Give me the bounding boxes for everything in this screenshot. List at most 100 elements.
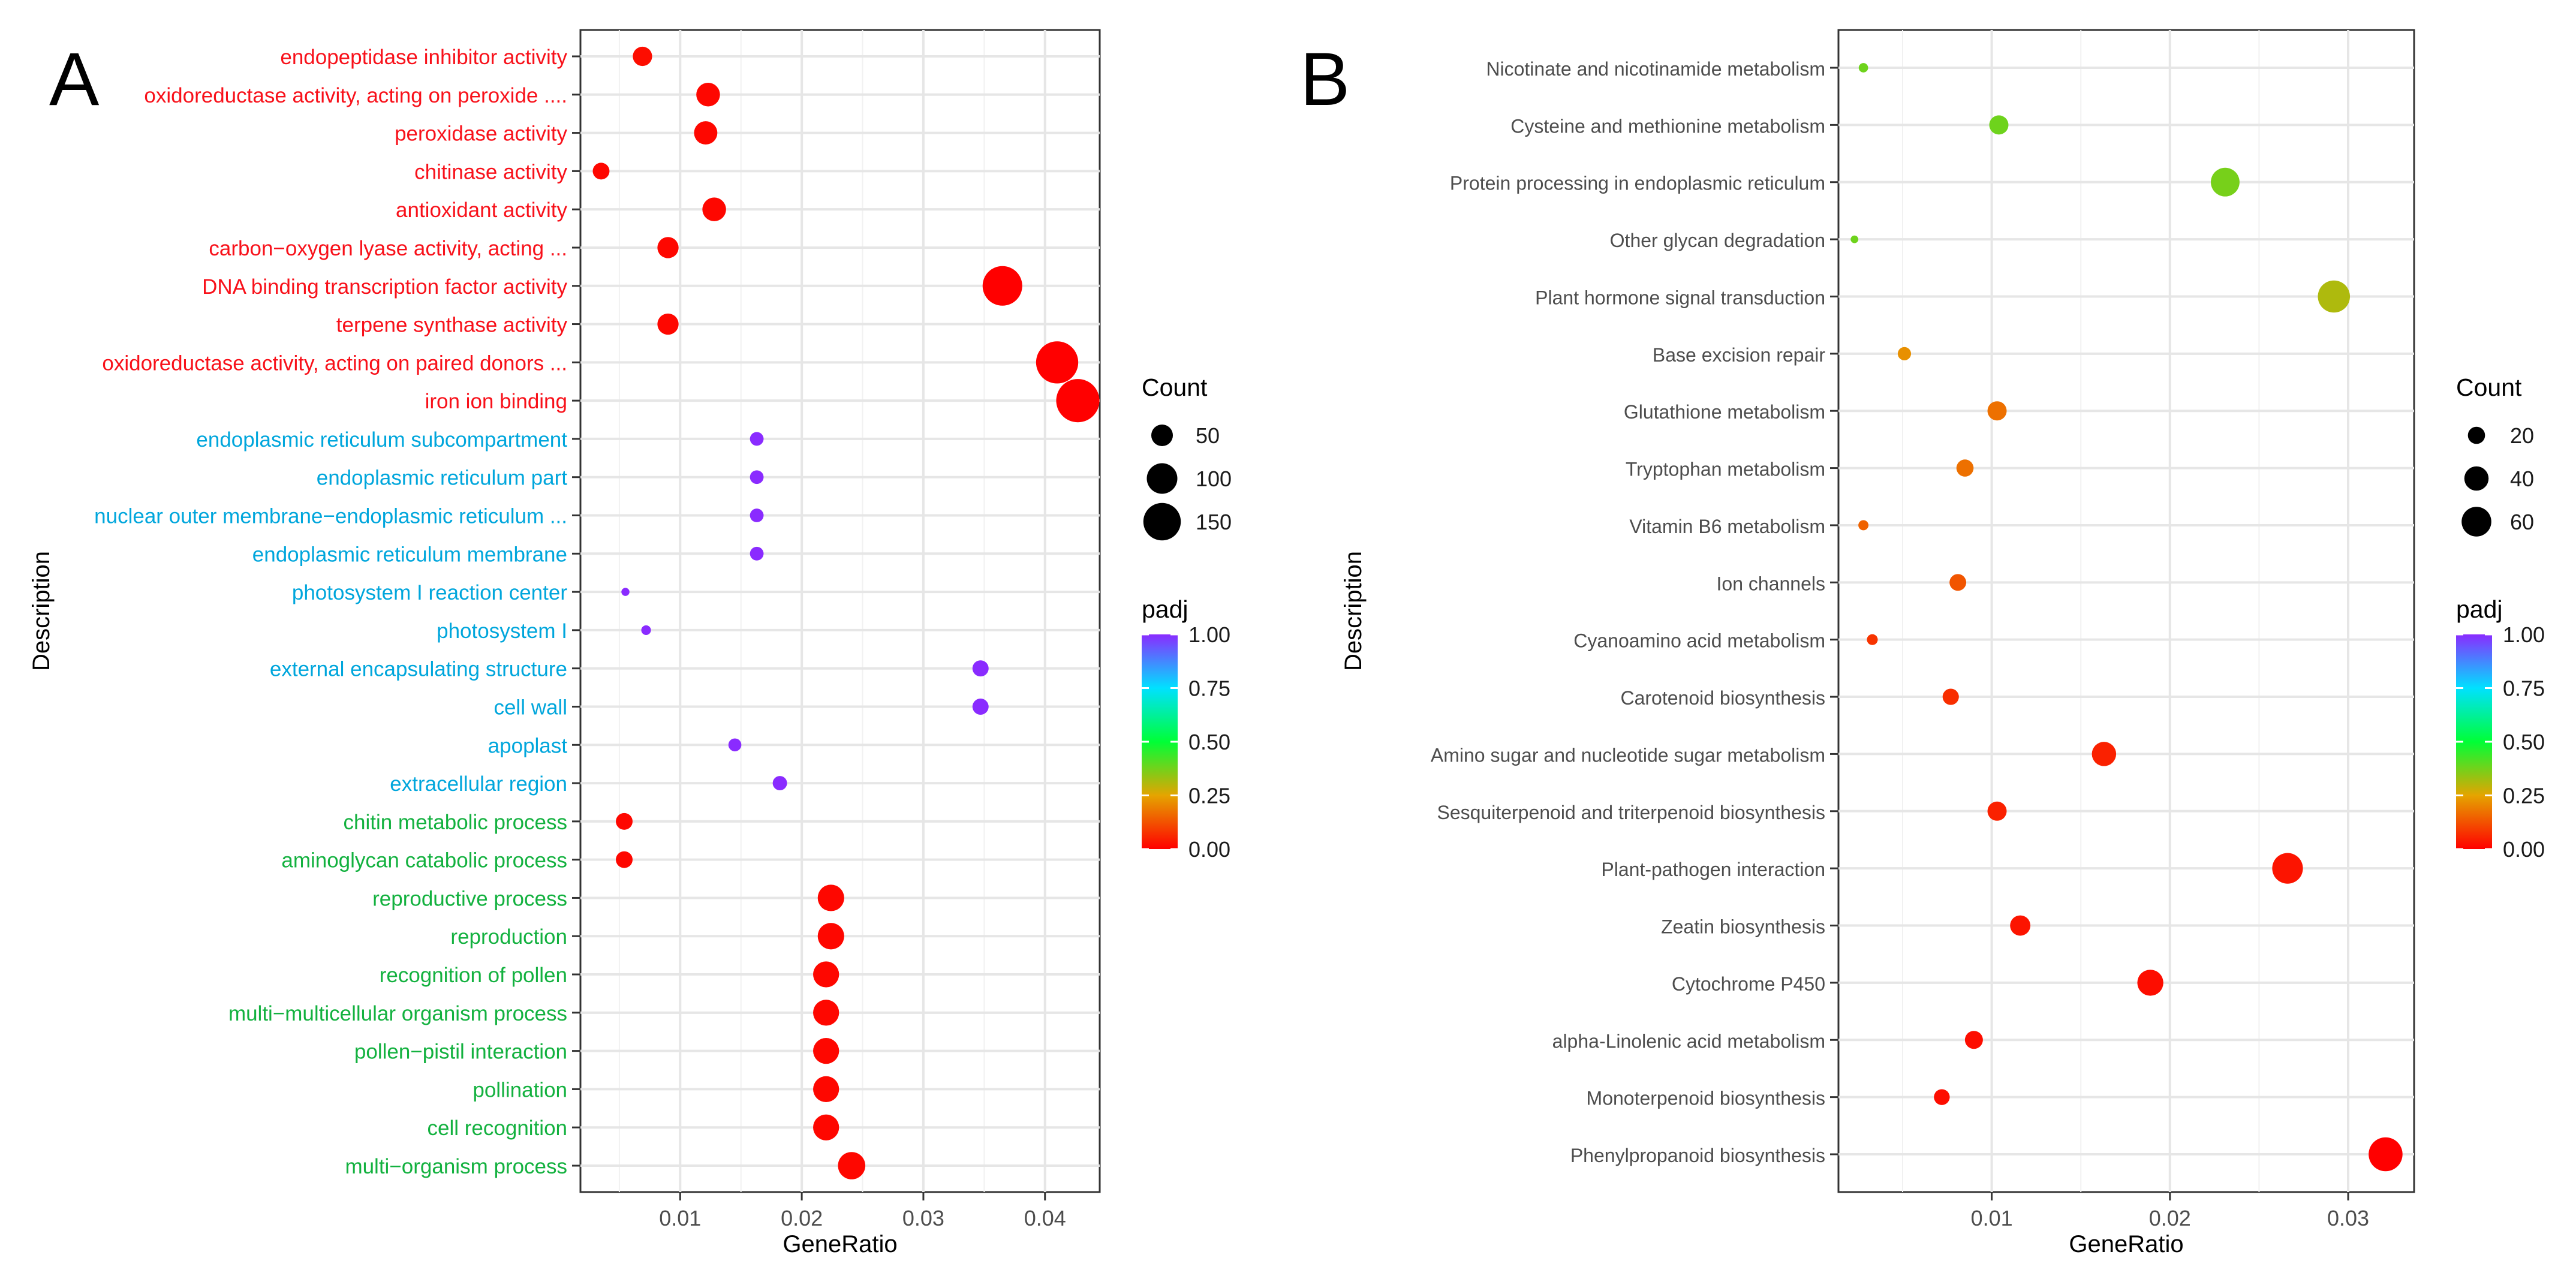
panel-b-size-legend-title: Count	[2456, 374, 2522, 401]
data-point	[750, 508, 764, 522]
x-tick-label: 0.04	[1024, 1206, 1066, 1230]
category-label: aminoglycan catabolic process	[281, 849, 567, 872]
category-label: Glutathione metabolism	[1624, 401, 1825, 423]
data-point	[1897, 347, 1912, 360]
category-label: photosystem I	[437, 619, 567, 643]
size-legend-dot	[2467, 426, 2485, 444]
data-point	[813, 1114, 839, 1140]
data-point	[657, 237, 679, 258]
size-legend-dot	[2464, 466, 2489, 491]
category-label: photosystem I reaction center	[292, 581, 567, 604]
size-legend-label: 20	[2510, 423, 2534, 448]
category-label: Plant-pathogen interaction	[1601, 859, 1825, 880]
data-point	[1858, 63, 1868, 73]
category-label: endopeptidase inhibitor activity	[280, 46, 567, 69]
size-legend-dot	[1146, 463, 1178, 494]
x-tick-label: 0.02	[781, 1206, 823, 1230]
data-point	[750, 470, 764, 484]
category-label: pollination	[473, 1078, 567, 1102]
panel-a-points	[592, 46, 1100, 1179]
category-label: antioxidant activity	[396, 198, 567, 222]
category-label: Amino sugar and nucleotide sugar metabol…	[1431, 744, 1825, 766]
panel-b-legend: Count 20 40 60 padj 1.00 0.75 0.50 0.25 0.00	[2456, 374, 2545, 862]
panel-b-color-legend-title: padj	[2456, 595, 2503, 623]
data-point	[1850, 235, 1859, 243]
category-label: terpene synthase activity	[336, 314, 568, 337]
data-point	[1964, 1031, 1983, 1049]
x-tick-label: 0.01	[659, 1206, 701, 1230]
panel-a-plot-area	[579, 29, 1101, 1193]
category-label: Cyanoamino acid metabolism	[1573, 630, 1825, 652]
data-point	[813, 1076, 839, 1103]
data-point	[1989, 115, 2009, 135]
data-point	[817, 884, 844, 911]
data-point	[657, 313, 679, 335]
data-point	[1036, 341, 1079, 384]
category-label: multi−organism process	[345, 1155, 567, 1178]
data-point	[2369, 1137, 2403, 1172]
size-legend-label: 100	[1196, 467, 1232, 491]
data-point	[2092, 742, 2117, 766]
data-point	[1949, 574, 1967, 591]
category-label: DNA binding transcription factor activit…	[202, 275, 567, 299]
panel-a-label: A	[49, 38, 100, 121]
category-label: Other glycan degradation	[1610, 230, 1825, 251]
data-point	[702, 197, 726, 221]
x-tick-label: 0.03	[902, 1206, 944, 1230]
category-label: iron ion binding	[425, 390, 567, 413]
category-label: Carotenoid biosynthesis	[1620, 687, 1825, 709]
x-tick-label: 0.01	[1971, 1206, 2013, 1230]
category-label: apoplast	[488, 734, 568, 757]
category-label: Base excision repair	[1653, 344, 1825, 366]
panel-a: A endopeptidase inhibitor activity oxidor…	[28, 29, 1232, 1257]
size-legend-label: 40	[2510, 467, 2534, 491]
category-label: endoplasmic reticulum subcompartment	[196, 428, 567, 452]
category-label: alpha-Linolenic acid metabolism	[1552, 1030, 1825, 1052]
panel-a-size-legend: 50 100 150	[1143, 423, 1232, 541]
category-label: oxidoreductase activity, acting on paire…	[102, 351, 567, 375]
data-point	[616, 851, 633, 868]
panel-b-y-axis-title: Description	[1340, 551, 1367, 671]
category-label: endoplasmic reticulum membrane	[252, 543, 567, 566]
category-label: Nicotinate and nicotinamide metabolism	[1486, 58, 1825, 80]
category-label: Monoterpenoid biosynthesis	[1587, 1088, 1825, 1109]
category-label: Cysteine and methionine metabolism	[1510, 115, 1825, 137]
panel-a-y-axis-title: Description	[28, 551, 55, 671]
data-point	[1934, 1089, 1950, 1105]
panel-b: B Nicotinate and nicotinamide metabolism…	[1300, 29, 2545, 1257]
panel-b-x-axis: 0.01 0.02 0.03	[1971, 1192, 2369, 1230]
panel-b-label: B	[1300, 38, 1350, 121]
data-point	[750, 432, 764, 446]
panel-b-points	[1850, 63, 2403, 1172]
category-label: oxidoreductase activity, acting on perox…	[144, 84, 567, 107]
category-label: cell recognition	[428, 1116, 567, 1140]
category-label: Vitamin B6 metabolism	[1629, 516, 1825, 537]
data-point	[694, 121, 718, 145]
panel-a-x-axis-title: GeneRatio	[783, 1231, 897, 1257]
category-label: Plant hormone signal transduction	[1535, 287, 1825, 308]
data-point	[621, 588, 630, 596]
data-point	[813, 1000, 839, 1026]
colorbar-tick-label: 0.75	[2503, 676, 2545, 701]
category-label: Ion channels	[1717, 573, 1825, 594]
panel-b-colorbar-ticks: 1.00 0.75 0.50 0.25 0.00	[2456, 622, 2545, 862]
category-label: chitinase activity	[414, 160, 567, 183]
data-point	[972, 660, 989, 677]
data-point	[1867, 634, 1878, 645]
category-label: Phenylpropanoid biosynthesis	[1570, 1145, 1825, 1166]
category-label: extracellular region	[390, 772, 567, 796]
data-point	[1056, 379, 1100, 423]
data-point	[2211, 167, 2240, 197]
category-label: Sesquiterpenoid and triterpenoid biosynt…	[1437, 802, 1825, 823]
category-label: external encapsulating structure	[270, 658, 567, 681]
data-point	[972, 698, 989, 715]
data-point	[1987, 801, 2007, 821]
category-label: Cytochrome P450	[1672, 973, 1825, 995]
panel-a-color-legend-title: padj	[1142, 595, 1188, 623]
x-tick-label: 0.03	[2327, 1206, 2369, 1230]
panel-b-category-labels: Nicotinate and nicotinamide metabolism Cy…	[1431, 58, 1838, 1166]
category-label: Tryptophan metabolism	[1626, 459, 1825, 480]
category-label: reproduction	[450, 925, 567, 949]
colorbar-tick-label: 1.00	[1188, 622, 1230, 647]
